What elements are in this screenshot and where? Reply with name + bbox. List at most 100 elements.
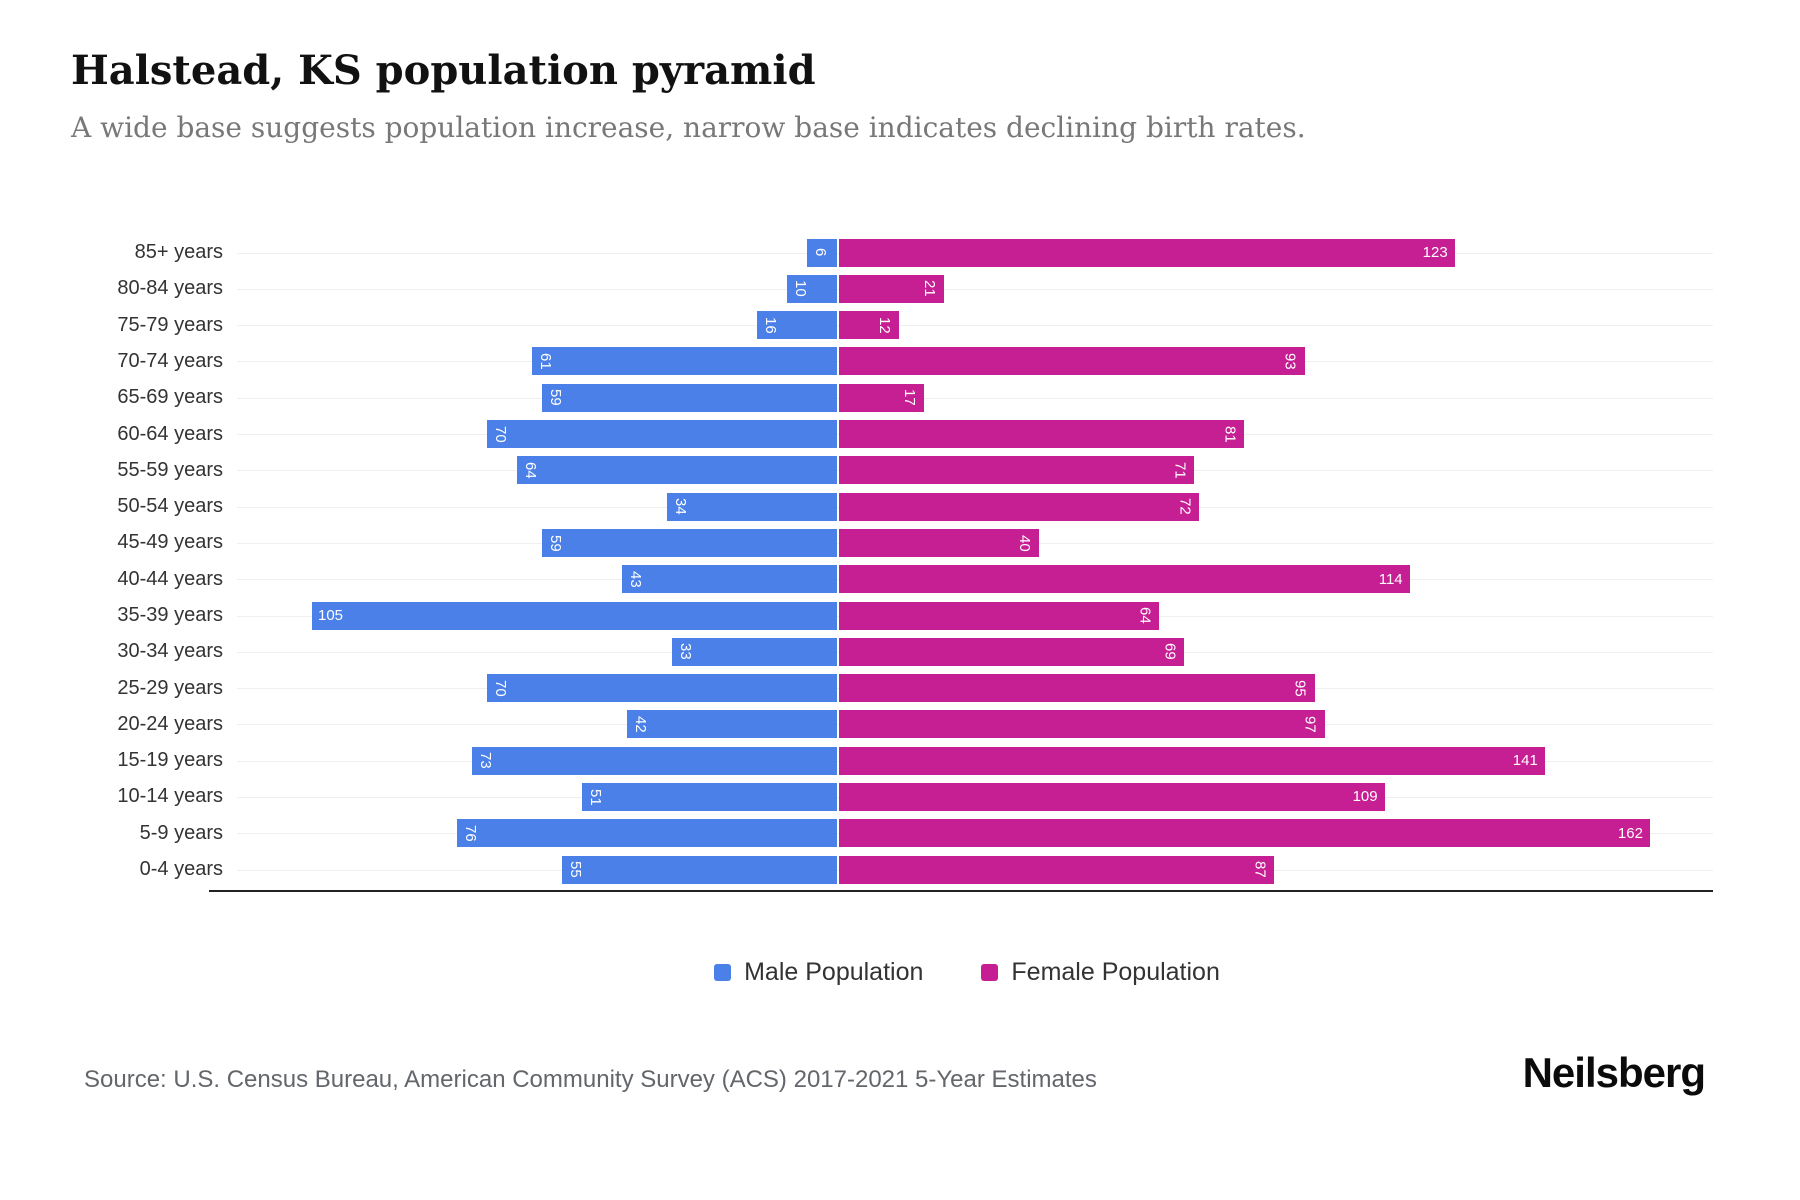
female-half: 69 <box>837 634 1713 670</box>
age-label: 75-79 years <box>117 313 223 336</box>
row-plot: 73 141 <box>237 743 1713 779</box>
female-bar-value: 12 <box>876 316 894 334</box>
row-plot: 10 21 <box>237 271 1713 307</box>
pyramid-row: 65-69 years 59 17 <box>71 380 1713 416</box>
female-bar-value: 114 <box>1378 570 1403 588</box>
pyramid-row: 30-34 years 33 69 <box>71 634 1713 670</box>
row-plot: 16 12 <box>237 307 1713 343</box>
male-legend-label: Male Population <box>744 957 924 986</box>
male-bar-value: 59 <box>547 534 564 552</box>
male-bar: 61 <box>532 347 837 376</box>
legend-item-male[interactable]: Male Population <box>714 958 923 987</box>
row-plot: 64 71 <box>237 452 1713 488</box>
female-bar-value: 141 <box>1512 752 1538 770</box>
male-bar-value: 10 <box>792 280 809 298</box>
female-bar-value: 93 <box>1281 353 1299 370</box>
age-label: 85+ years <box>134 241 223 264</box>
row-plot: 59 40 <box>237 525 1713 561</box>
row-plot: 55 87 <box>237 851 1713 887</box>
male-half: 59 <box>237 525 837 561</box>
age-label: 60-64 years <box>117 422 223 445</box>
female-half: 71 <box>837 452 1713 488</box>
female-bar: 21 <box>838 274 945 303</box>
female-half: 123 <box>837 234 1713 270</box>
female-bar-value: 17 <box>901 389 919 407</box>
female-bar: 40 <box>838 528 1040 557</box>
x-axis-line <box>209 889 1713 892</box>
female-half: 93 <box>837 343 1713 379</box>
male-bar: 59 <box>542 528 837 557</box>
female-bar-value: 87 <box>1251 861 1269 878</box>
female-bar: 123 <box>838 238 1455 267</box>
male-bar: 64 <box>517 456 837 485</box>
brand-logo: Neilsberg <box>1522 1048 1706 1096</box>
male-bar-value: 51 <box>587 788 604 806</box>
male-bar-value: 42 <box>632 716 649 733</box>
age-label: 5-9 years <box>139 821 223 844</box>
male-bar-value: 70 <box>492 425 509 443</box>
chart-legend: Male Population Female Population <box>71 958 1713 987</box>
female-half: 81 <box>837 416 1713 452</box>
female-bar-value: 162 <box>1617 824 1643 842</box>
male-bar-value: 105 <box>318 607 344 624</box>
male-bar-value: 43 <box>627 570 644 588</box>
female-bar: 64 <box>838 601 1160 630</box>
female-bar-value: 81 <box>1221 425 1239 443</box>
male-bar-value: 64 <box>522 461 539 479</box>
age-label: 0-4 years <box>139 858 223 881</box>
male-half: 70 <box>237 416 837 452</box>
male-bar-value: 76 <box>462 824 479 842</box>
pyramid-row: 75-79 years 16 12 <box>71 307 1713 343</box>
age-label: 35-39 years <box>117 604 223 626</box>
male-bar: 10 <box>787 274 837 303</box>
pyramid-row: 55-59 years 64 71 <box>71 452 1713 488</box>
female-bar-value: 21 <box>921 280 939 298</box>
female-bar: 95 <box>838 674 1315 703</box>
male-bar: 43 <box>622 565 837 594</box>
row-plot: 33 69 <box>237 634 1713 670</box>
female-bar: 114 <box>838 565 1410 594</box>
male-half: 51 <box>237 779 837 815</box>
pyramid-row: 50-54 years 34 72 <box>71 488 1713 524</box>
age-label: 20-24 years <box>117 712 223 735</box>
age-label: 25-29 years <box>117 676 223 699</box>
age-label: 55-59 years <box>117 458 223 481</box>
age-label: 50-54 years <box>117 495 223 518</box>
row-plot: 70 95 <box>237 670 1713 706</box>
male-bar: 42 <box>627 710 837 739</box>
male-bar-value: 73 <box>477 752 494 770</box>
male-half: 76 <box>237 815 837 851</box>
row-plot: 43 114 <box>237 561 1713 597</box>
male-half: 55 <box>237 851 837 887</box>
row-plot: 61 93 <box>237 343 1713 379</box>
female-legend-label: Female Population <box>1011 957 1220 986</box>
page-subtitle: A wide base suggests population increase… <box>71 111 1306 144</box>
male-half: 16 <box>237 307 837 343</box>
row-plot: 6 123 <box>237 234 1713 270</box>
female-bar: 69 <box>838 637 1185 666</box>
female-bar-value: 71 <box>1171 461 1189 479</box>
row-plot: 105 64 <box>237 597 1713 633</box>
pyramid-row: 80-84 years 10 21 <box>71 271 1713 307</box>
row-plot: 59 17 <box>237 380 1713 416</box>
pyramid-row: 70-74 years 61 93 <box>71 343 1713 379</box>
female-bar: 72 <box>838 492 1200 521</box>
female-bar: 81 <box>838 420 1245 449</box>
male-bar-value: 33 <box>677 643 694 661</box>
male-bar-value: 34 <box>672 498 689 515</box>
male-bar-value: 70 <box>492 679 509 697</box>
male-bar: 16 <box>757 311 837 340</box>
male-half: 61 <box>237 343 837 379</box>
male-half: 43 <box>237 561 837 597</box>
row-plot: 51 109 <box>237 779 1713 815</box>
male-bar-value: 61 <box>537 353 554 370</box>
male-bar: 70 <box>487 420 837 449</box>
male-bar: 73 <box>472 746 837 775</box>
male-bar: 59 <box>542 383 837 412</box>
legend-item-female[interactable]: Female Population <box>981 957 1220 987</box>
pyramid-row: 45-49 years 59 40 <box>71 525 1713 561</box>
row-plot: 34 72 <box>237 488 1713 524</box>
female-half: 72 <box>837 488 1713 524</box>
row-plot: 70 81 <box>237 416 1713 452</box>
female-bar-value: 97 <box>1301 716 1319 733</box>
